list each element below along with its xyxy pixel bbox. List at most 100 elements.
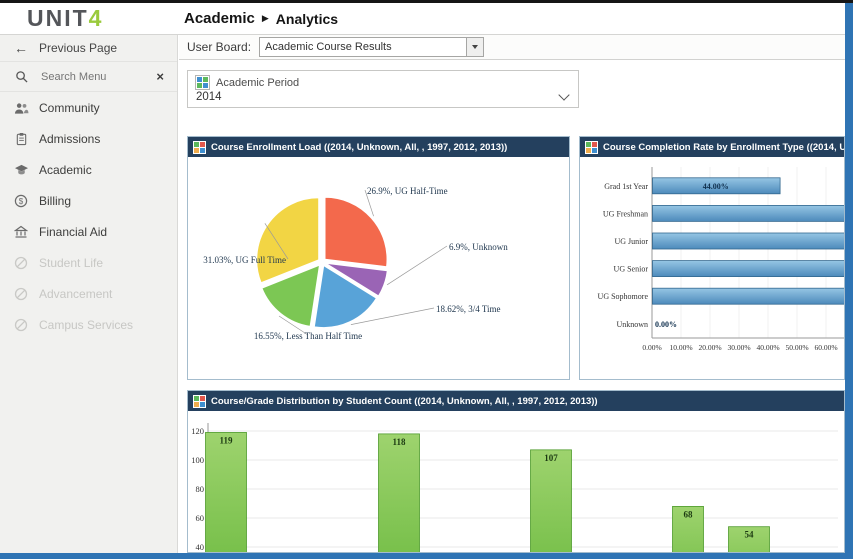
sidebar-item-academic[interactable]: Academic — [0, 154, 177, 185]
search-input[interactable] — [39, 69, 147, 84]
student-life-icon — [13, 256, 29, 270]
svg-text:60.00%: 60.00% — [814, 343, 837, 352]
svg-text:68: 68 — [684, 509, 694, 519]
filter-header: Academic Period — [188, 71, 578, 91]
breadcrumb-arrow-icon: ▶ — [261, 13, 269, 23]
svg-text:40: 40 — [196, 542, 205, 552]
svg-text:120: 120 — [191, 426, 204, 436]
panel-body: 26.9%, UG Half-Time 6.9%, Unknown 18.62%, … — [188, 157, 569, 379]
user-board-label: User Board: — [187, 39, 252, 54]
panel-title: Course/Grade Distribution by Student Cou… — [211, 395, 598, 407]
sidebar-item-community[interactable]: Community — [0, 92, 177, 123]
sidebar-item-label: Campus Services — [39, 317, 134, 332]
chart-grid-icon — [585, 140, 598, 154]
breadcrumb-page: Analytics — [275, 10, 339, 27]
academic-period-select[interactable]: 2014 — [188, 88, 578, 103]
filter-label: Academic Period — [216, 76, 300, 89]
chevron-down-icon — [558, 88, 570, 101]
vertical-bar-chart: 120 100 80 60 40 119 118 107 68 54 — [191, 423, 838, 552]
clear-search-icon[interactable]: × — [156, 69, 164, 84]
filter-grid-icon — [195, 75, 210, 90]
svg-text:16.55%, Less Than Half Time: 16.55%, Less Than Half Time — [254, 331, 362, 341]
svg-text:44.00%: 44.00% — [703, 182, 729, 191]
svg-text:60: 60 — [196, 513, 205, 523]
sidebar-item-advancement: Advancement — [0, 278, 177, 309]
svg-text:UG Junior: UG Junior — [614, 237, 648, 246]
panel-header[interactable]: Course Completion Rate by Enrollment Typ… — [580, 137, 844, 157]
svg-text:Grad 1st Year: Grad 1st Year — [604, 182, 648, 191]
breadcrumb: Academic ▶ Analytics — [184, 10, 338, 27]
panel-header[interactable]: Course/Grade Distribution by Student Cou… — [188, 391, 844, 411]
panel-body: 120 100 80 60 40 119 118 107 68 54 — [188, 411, 844, 552]
financial-aid-icon — [13, 225, 29, 239]
svg-text:40.00%: 40.00% — [756, 343, 779, 352]
svg-text:31.03%, UG Full Time: 31.03%, UG Full Time — [203, 255, 286, 265]
svg-text:50.00%: 50.00% — [785, 343, 808, 352]
panel-course-grade-distribution: Course/Grade Distribution by Student Cou… — [187, 390, 845, 553]
svg-text:Unknown: Unknown — [616, 320, 648, 329]
unit4-logo[interactable]: UNIT4 — [0, 5, 178, 32]
sidebar-item-label: Advancement — [39, 286, 113, 301]
svg-text:0.00%: 0.00% — [642, 343, 661, 352]
svg-text:20.00%: 20.00% — [698, 343, 721, 352]
sidebar-search: × — [0, 62, 177, 92]
admissions-icon — [13, 132, 29, 146]
panel-body: 0.00% 10.00% 20.00% 30.00% 40.00% 50.00% 60.00… — [580, 157, 844, 379]
user-board-dropdown-button[interactable] — [467, 36, 485, 57]
svg-text:$: $ — [19, 197, 24, 206]
svg-text:UG Freshman: UG Freshman — [603, 209, 648, 218]
sidebar-item-billing[interactable]: $ Billing — [0, 185, 177, 216]
academic-icon — [13, 163, 29, 176]
panel-course-completion-rate: Course Completion Rate by Enrollment Typ… — [579, 136, 845, 380]
campus-services-icon — [13, 318, 29, 332]
billing-icon: $ — [13, 194, 29, 208]
panel-header[interactable]: Course Enrollment Load ((2014, Unknown, … — [188, 137, 569, 157]
window-edge-right — [845, 0, 853, 559]
svg-text:80: 80 — [196, 484, 205, 494]
horizontal-bar-chart: 0.00% 10.00% 20.00% 30.00% 40.00% 50.00% 60.00… — [598, 167, 844, 352]
logo-text-4: 4 — [88, 5, 104, 31]
panel-title: Course Enrollment Load ((2014, Unknown, … — [211, 141, 508, 153]
sidebar-item-label: Community — [39, 100, 100, 115]
sidebar-item-label: Billing — [39, 193, 72, 208]
advancement-icon — [13, 287, 29, 301]
svg-text:100: 100 — [191, 455, 204, 465]
sidebar-item-financial-aid[interactable]: Financial Aid — [0, 216, 177, 247]
panel-title: Course Completion Rate by Enrollment Typ… — [603, 141, 844, 153]
previous-page-label: Previous Page — [39, 40, 118, 55]
panel-course-enrollment-load: Course Enrollment Load ((2014, Unknown, … — [187, 136, 570, 380]
previous-page-button[interactable]: ← Previous Page — [0, 34, 177, 62]
svg-text:10.00%: 10.00% — [669, 343, 692, 352]
sidebar-item-admissions[interactable]: Admissions — [0, 123, 177, 154]
user-board-selected-value[interactable]: Academic Course Results — [259, 36, 468, 57]
sidebar-item-label: Academic — [39, 162, 92, 177]
sidebar-item-label: Student Life — [39, 255, 104, 270]
sidebar-item-student-life: Student Life — [0, 247, 177, 278]
svg-text:6.9%, Unknown: 6.9%, Unknown — [449, 242, 508, 252]
search-icon — [13, 70, 29, 83]
svg-text:70.00%: 70.00% — [843, 343, 844, 352]
breadcrumb-section[interactable]: Academic — [184, 10, 255, 27]
community-icon — [13, 101, 29, 115]
svg-text:18.62%, 3/4 Time: 18.62%, 3/4 Time — [436, 304, 501, 314]
svg-text:54: 54 — [745, 530, 755, 540]
sidebar-item-label: Financial Aid — [39, 224, 108, 239]
svg-text:119: 119 — [219, 435, 233, 445]
pie-chart: 26.9%, UG Half-Time 6.9%, Unknown 18.62%, … — [203, 186, 508, 341]
svg-text:30.00%: 30.00% — [727, 343, 750, 352]
sidebar: ← Previous Page × Community Admissions — [0, 34, 178, 553]
chart-grid-icon — [193, 140, 206, 154]
academic-period-filter: Academic Period 2014 — [187, 70, 579, 108]
svg-text:UG Sophomore: UG Sophomore — [598, 292, 649, 301]
window-edge-top — [0, 0, 853, 3]
window-edge-bottom — [0, 553, 853, 559]
svg-text:107: 107 — [544, 453, 558, 463]
sidebar-item-label: Admissions — [39, 131, 101, 146]
user-board-select[interactable]: Academic Course Results — [259, 36, 485, 57]
academic-period-value: 2014 — [196, 91, 222, 103]
svg-text:0.00%: 0.00% — [655, 320, 677, 329]
chart-grid-icon — [193, 394, 206, 408]
chevron-down-icon — [472, 44, 479, 49]
top-header: UNIT4 Academic ▶ Analytics — [0, 3, 845, 35]
